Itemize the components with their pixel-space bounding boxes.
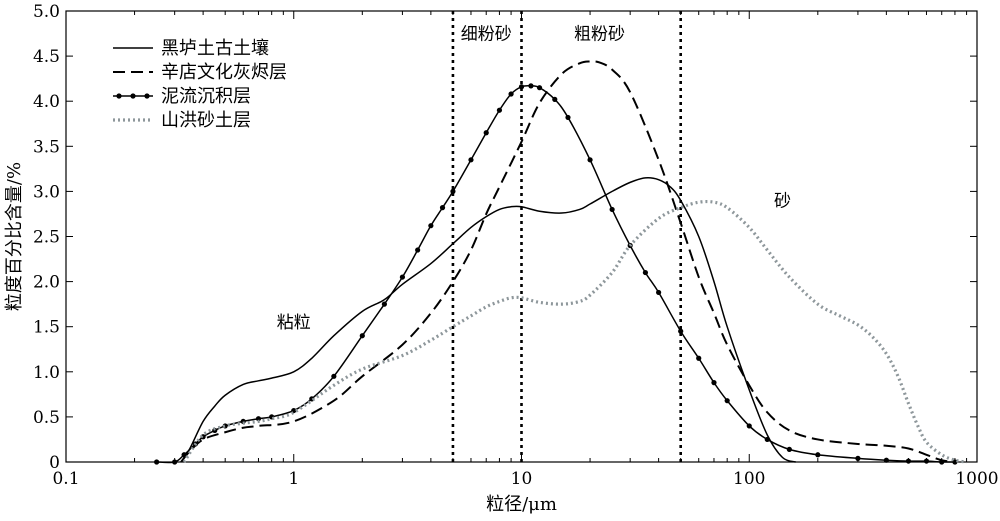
region-label: 粘粒 <box>277 313 311 333</box>
data-point <box>496 107 503 113</box>
y-tick-label: 4.5 <box>33 47 60 67</box>
data-point <box>764 436 770 443</box>
legend-label: 黑垆土古土壤 <box>161 38 269 59</box>
series-line-2 <box>180 60 956 463</box>
y-tick-label: 3.5 <box>33 137 60 157</box>
data-point <box>381 301 387 307</box>
data-point <box>609 206 615 213</box>
y-axis-title: 粒度百分比含量/% <box>4 162 25 311</box>
data-point <box>359 333 365 339</box>
data-point <box>786 446 792 452</box>
legend-marker <box>116 93 122 99</box>
y-tick-label: 1.0 <box>33 363 60 383</box>
y-tick-label: 0 <box>49 453 60 473</box>
y-tick-label: 2.5 <box>33 228 60 248</box>
data-point <box>724 398 730 404</box>
x-tick-label: 0.1 <box>52 469 79 489</box>
y-tick-label: 3.0 <box>33 182 60 202</box>
y-tick-label: 1.5 <box>33 318 60 338</box>
x-tick-label: 1 <box>288 469 299 489</box>
y-axis: 0 0.5 1.0 1.5 2.0 2.5 3.0 3.5 4.0 4.5 5.0 <box>33 2 977 473</box>
data-point <box>746 423 752 429</box>
region-label: 细粉砂 <box>461 25 512 45</box>
y-tick-label: 2.0 <box>33 273 60 293</box>
legend-marker <box>130 93 136 99</box>
data-point <box>428 223 434 229</box>
data-point <box>154 459 160 465</box>
region-label: 粗粉砂 <box>574 25 625 45</box>
data-point <box>331 373 337 379</box>
data-point <box>696 355 702 361</box>
data-point <box>678 328 684 334</box>
region-label: 砂 <box>774 191 791 211</box>
data-point <box>656 289 662 296</box>
data-point <box>508 91 514 97</box>
data-point <box>415 247 421 253</box>
x-tick-label: 1000 <box>955 469 998 489</box>
series-layer <box>154 60 967 465</box>
fraction-boundaries <box>451 11 682 462</box>
data-point <box>181 452 187 458</box>
x-axis-title: 粒径/μm <box>486 494 557 515</box>
data-point <box>536 85 543 91</box>
data-point <box>439 205 446 211</box>
data-point <box>642 269 649 276</box>
data-point <box>399 274 406 280</box>
data-point <box>450 188 456 194</box>
data-point <box>255 416 262 422</box>
series-line-3 <box>156 84 955 464</box>
y-tick-label: 4.0 <box>33 92 60 112</box>
data-point <box>587 157 593 163</box>
legend-marker <box>144 93 150 99</box>
x-tick-label: 100 <box>733 469 765 489</box>
data-point <box>483 130 489 136</box>
y-tick-label: 0.5 <box>33 408 60 428</box>
data-point <box>518 84 525 90</box>
data-point <box>468 157 474 163</box>
legend-label: 泥流沉积层 <box>161 86 251 107</box>
x-axis: 0.1 1 10 100 1000 <box>52 11 999 489</box>
y-tick-label: 5.0 <box>33 2 60 22</box>
x-tick-label: 10 <box>511 469 533 489</box>
data-point <box>711 380 717 386</box>
series-line-4 <box>182 199 967 464</box>
series-line-1 <box>180 177 796 463</box>
legend-label: 山洪砂土层 <box>161 110 251 131</box>
data-point <box>815 452 821 458</box>
legend-label: 辛店文化灰烬层 <box>161 62 287 83</box>
data-point <box>552 96 558 102</box>
data-point <box>528 83 534 89</box>
data-point <box>565 114 571 121</box>
